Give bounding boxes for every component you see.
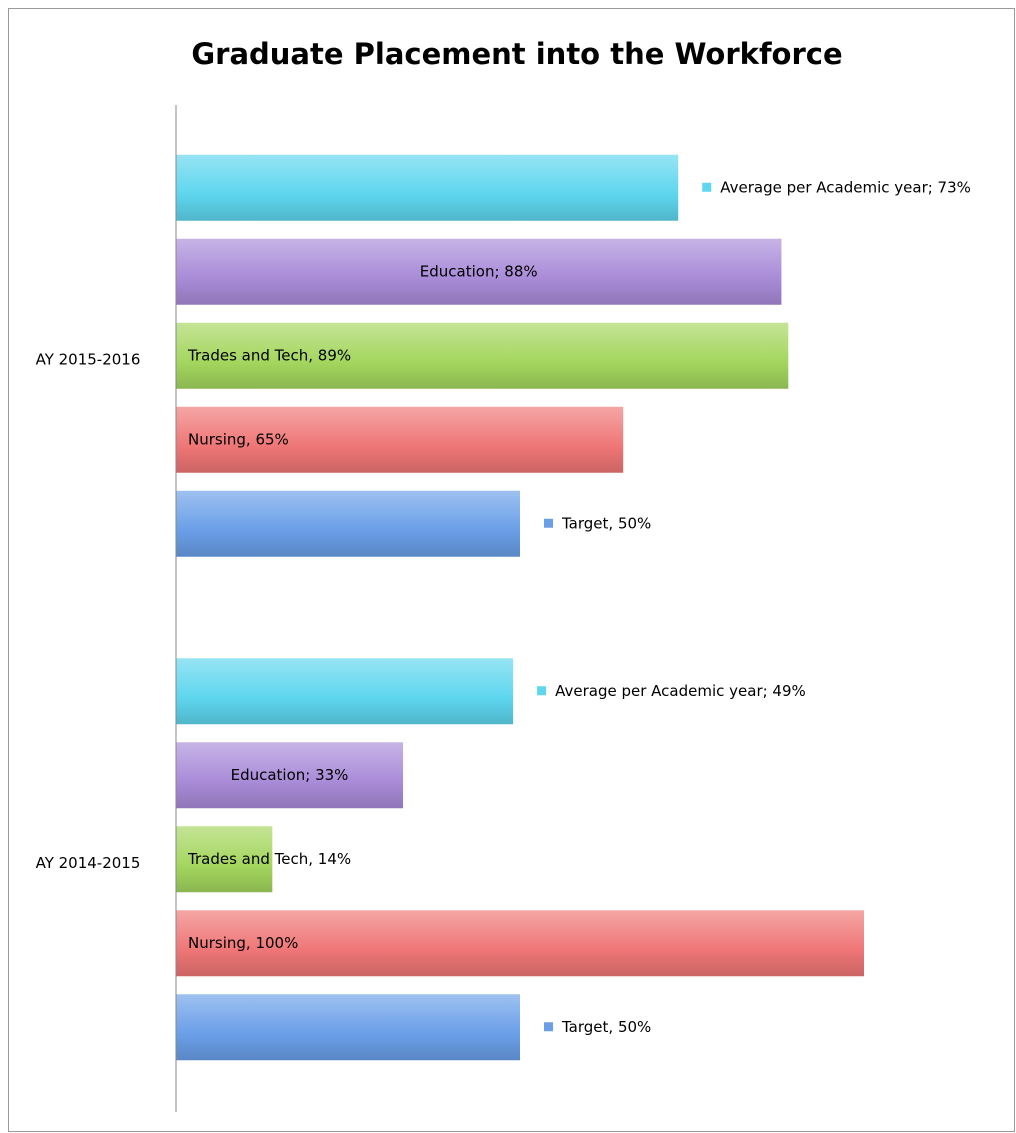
label-marker <box>537 686 547 696</box>
bar <box>176 406 624 473</box>
label-marker <box>544 1022 553 1032</box>
chart-title: Graduate Placement into the Workforce <box>191 37 842 71</box>
bar <box>176 490 520 557</box>
bar <box>176 322 789 389</box>
bar <box>176 238 782 305</box>
bar <box>176 910 864 977</box>
bar <box>176 826 273 893</box>
data-label: Education; 33% <box>231 766 349 784</box>
data-label: Nursing, 100% <box>188 934 298 952</box>
bar <box>176 154 679 221</box>
data-label: Trades and Tech, 89% <box>187 346 351 364</box>
data-label: Target, 50% <box>561 1018 651 1036</box>
data-label: Average per Academic year; 73% <box>720 178 971 196</box>
data-label: Target, 50% <box>561 514 651 532</box>
data-label: Average per Academic year; 49% <box>555 682 806 700</box>
data-label: Education; 88% <box>420 262 538 280</box>
data-label: Trades and Tech, 14% <box>187 850 351 868</box>
bar <box>176 658 514 725</box>
y-tick-label: AY 2014-2015 <box>36 854 141 872</box>
bar <box>176 742 404 809</box>
data-label: Nursing, 65% <box>188 430 289 448</box>
bar <box>176 994 520 1061</box>
label-marker <box>702 182 712 192</box>
y-tick-label: AY 2015-2016 <box>36 350 141 368</box>
label-marker <box>544 518 553 528</box>
